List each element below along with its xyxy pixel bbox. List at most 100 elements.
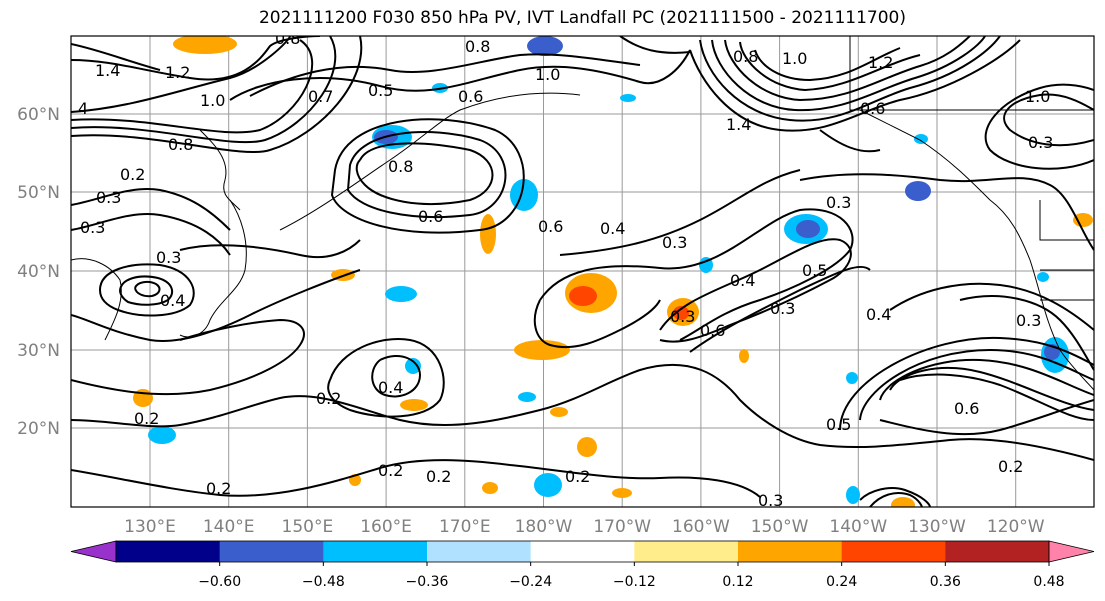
pv-blob-positive <box>891 497 915 507</box>
contour-label: 0.8 <box>168 135 193 154</box>
contour-label: 0.3 <box>826 193 851 212</box>
contour-label: 0.5 <box>826 415 851 434</box>
contour-line <box>179 239 361 259</box>
lat-tick-label: 30°N <box>17 341 60 361</box>
colorbar-tick-label: −0.24 <box>509 574 552 590</box>
map-frame <box>70 35 1095 508</box>
coastline <box>1039 200 1094 301</box>
pv-blob-positive <box>514 340 570 360</box>
colorbar-segment <box>841 541 946 562</box>
contour-label: 0.4 <box>160 291 185 310</box>
contour-line <box>330 118 525 234</box>
contour-label: 0.4 <box>378 378 403 397</box>
contour-label: 0.2 <box>206 479 231 498</box>
pv-blob-positive <box>1073 213 1093 227</box>
colorbar-segment <box>219 541 324 562</box>
lon-tick-label: 120°W <box>987 517 1045 537</box>
pv-shading <box>133 36 1093 507</box>
pv-blob-negative <box>699 257 713 273</box>
lon-tick-label: 140°E <box>203 517 255 537</box>
contour-line <box>71 36 321 81</box>
contour-line <box>739 41 921 92</box>
colorbar-segment <box>427 541 532 562</box>
contour-line <box>699 36 1001 122</box>
contour-line <box>71 363 1094 461</box>
chart-title: 2021111200 F030 850 hPa PV, IVT Landfall… <box>258 8 906 28</box>
contour-label: 0.3 <box>770 299 795 318</box>
pv-blob-negative <box>148 426 176 444</box>
contour-line <box>889 282 1094 331</box>
contour-line <box>71 36 291 113</box>
coastline <box>279 92 581 231</box>
contour-label: 0.6 <box>538 217 563 236</box>
lon-tick-label: 170°W <box>593 517 651 537</box>
lon-tick-label: 150°E <box>282 517 334 537</box>
colorbar-extend-max <box>1048 540 1095 563</box>
pv-blob-positive <box>173 36 237 54</box>
contour-line <box>879 358 1094 401</box>
contour-line <box>71 43 161 71</box>
contour-line <box>839 336 1094 431</box>
pv-blob-negative <box>905 181 931 201</box>
contour-label: 0.2 <box>120 165 145 184</box>
contour-line <box>533 299 661 349</box>
colorbar-tick-label: −0.48 <box>302 574 345 590</box>
colorbar-tick-label: 0.48 <box>1033 574 1064 590</box>
contour-label: 0.3 <box>156 248 181 267</box>
colorbar-extend-min <box>70 540 117 563</box>
contour-label: 0.6 <box>860 99 885 118</box>
contour-label: 1.4 <box>726 115 751 134</box>
contour-line <box>859 487 931 507</box>
contour-line <box>879 399 1094 436</box>
colorbar-segment <box>738 541 843 562</box>
contour-line <box>71 39 314 134</box>
colorbar-segment <box>323 541 428 562</box>
contour-line <box>71 36 337 144</box>
pv-blob-positive <box>400 399 428 411</box>
coastline <box>71 258 122 341</box>
colorbar-segment <box>634 541 739 562</box>
colorbar-tick-label: 0.24 <box>826 574 857 590</box>
contour-label: 0.6 <box>458 87 483 106</box>
contour-line <box>539 208 854 341</box>
contour-line <box>889 367 1094 411</box>
gridlines <box>71 36 1094 507</box>
contour-line <box>659 238 852 343</box>
pv-blob-positive <box>577 437 597 457</box>
contour-line <box>71 318 305 396</box>
colorbar-segment <box>945 541 1050 562</box>
colorbar-segment <box>530 541 635 562</box>
pv-blob-positive <box>612 488 632 498</box>
pv-blob-negative <box>518 392 536 402</box>
contour-line <box>99 263 195 317</box>
pv-blob-negative <box>385 286 417 302</box>
contour-label: 0.3 <box>670 307 695 326</box>
contour-label: 0.3 <box>96 188 121 207</box>
coastline <box>199 129 241 211</box>
contour-line <box>229 49 691 101</box>
lon-tick-label: 150°W <box>751 517 809 537</box>
contour-label: 1.4 <box>95 61 120 80</box>
colorbar-tick-label: 0.36 <box>930 574 961 590</box>
contour-line <box>711 36 986 112</box>
pv-blob-positive <box>550 407 568 417</box>
contour-label: 0.8 <box>465 37 490 56</box>
contour-label: 0.5 <box>368 81 393 100</box>
pv-blob-negative <box>1037 272 1049 282</box>
latitude-labels: 20°N 30°N 40°N 50°N 60°N <box>17 105 60 439</box>
contour-line <box>799 173 1094 251</box>
pv-blob-positive <box>480 214 496 254</box>
contour-line <box>899 373 1094 421</box>
pv-blob-negative <box>914 134 928 144</box>
contour-label: 0.6 <box>954 399 979 418</box>
map-content: 0.8 1.4 1.2 1.0 0.7 0.5 0.6 0.8 1.0 0.8 … <box>71 36 1094 507</box>
contour-line <box>327 338 445 418</box>
pv-blob-negative <box>527 36 563 56</box>
contour-label: 0.3 <box>1028 133 1053 152</box>
lon-tick-label: 140°W <box>829 517 887 537</box>
contour-line <box>984 83 1094 170</box>
contour-line <box>619 36 691 54</box>
lat-tick-label: 60°N <box>17 105 60 125</box>
contour-line <box>869 492 923 507</box>
